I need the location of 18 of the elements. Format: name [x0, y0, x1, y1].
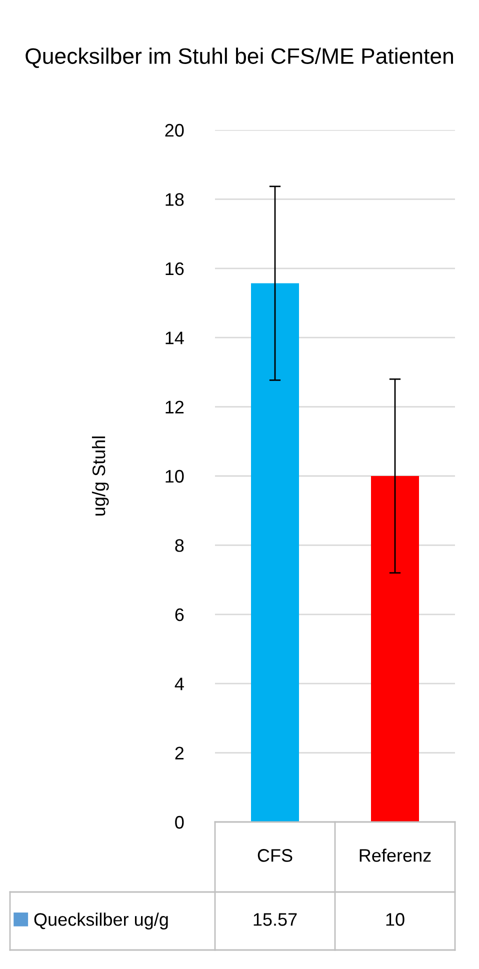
y-axis-title: ug/g Stuhl	[92, 436, 109, 516]
y-tick-label: 18	[166, 193, 184, 206]
chart-title: Quecksilber im Stuhl bei CFS/ME Patienten	[26, 48, 453, 68]
y-tick-label: 4	[174, 678, 184, 690]
data-label: 10	[386, 913, 404, 926]
y-tick-label: 10	[166, 470, 184, 483]
y-tick-label: 12	[166, 400, 184, 414]
x-tick-label: Referenz	[360, 848, 431, 862]
y-tick-label: 2	[175, 746, 184, 760]
y-tick-label: 14	[166, 332, 184, 344]
y-tick-label: 0	[175, 816, 184, 829]
y-tick-label: 20	[165, 124, 184, 137]
y-tick-label: 6	[175, 608, 184, 622]
text: Quecksilber ug/g	[34, 912, 168, 930]
data-label: 15.57	[254, 913, 297, 926]
y-tick-label: 8	[175, 539, 184, 552]
x-tick-label: CFS	[258, 849, 292, 862]
y-tick-label: 16	[166, 262, 184, 276]
